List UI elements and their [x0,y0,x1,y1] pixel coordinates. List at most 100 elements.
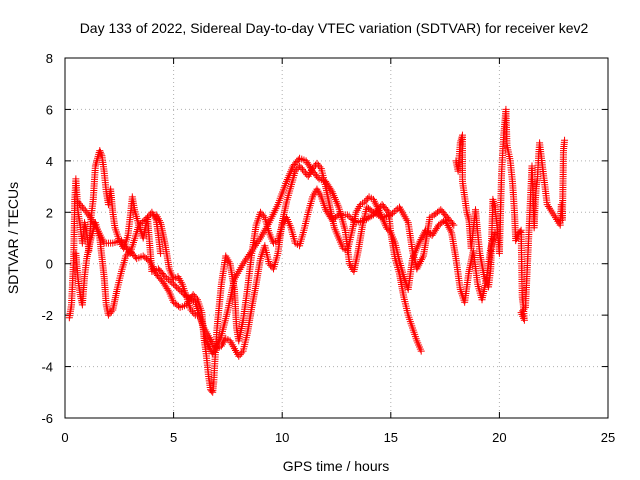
data-point [345,212,353,220]
data-point [385,227,393,235]
data-point [314,161,322,169]
data-point [186,294,194,302]
data-point [135,221,143,229]
data-point [362,196,370,204]
y-axis-title: SDTVAR / TECUs [5,182,21,294]
data-point [516,228,524,236]
data-point [265,260,273,268]
data-point [78,203,86,211]
data-point [182,292,190,300]
data-point [517,309,525,317]
data-point [188,308,196,316]
data-point [104,311,112,319]
data-points [65,105,569,396]
data-point [164,276,172,284]
data-point [316,163,324,171]
data-point [387,211,395,219]
series-trace-d [74,154,458,358]
data-point [296,162,304,170]
data-point [161,273,169,281]
y-tick-label: -2 [41,308,53,323]
data-point [392,206,400,214]
y-tick-label: -6 [41,411,53,426]
data-point [383,207,391,215]
data-point [184,293,192,301]
data-point [313,159,321,167]
data-point [384,225,392,233]
data-point [238,349,246,357]
x-tick-label: 20 [492,430,506,445]
x-tick-label: 15 [384,430,398,445]
data-point [140,217,148,225]
data-point [361,198,369,206]
data-point [450,221,458,229]
data-point [170,280,178,288]
y-tick-label: -4 [41,360,53,375]
data-point [298,165,306,173]
x-tick-label: 10 [275,430,289,445]
y-tick-label: 4 [46,154,53,169]
data-point [520,305,528,313]
data-point [174,285,182,293]
data-point [74,198,82,206]
series-trace-c [152,159,499,360]
data-point [173,283,181,291]
data-point [106,309,114,317]
data-point [77,201,85,209]
data-point [176,286,184,294]
data-point [189,291,197,299]
data-point [166,277,174,285]
x-tick-label: 0 [61,430,68,445]
data-point [267,261,275,269]
data-point [300,167,308,175]
data-point [259,212,267,220]
x-tick-label: 5 [170,430,177,445]
data-point [464,212,472,220]
data-point [417,347,425,355]
data-point [137,220,145,228]
data-point [389,209,397,217]
data-point [256,208,264,216]
x-axis-title: GPS time / hours [283,458,390,474]
chart-title: Day 133 of 2022, Sidereal Day-to-day VTE… [80,20,589,36]
data-point [561,136,569,144]
data-point [519,307,527,315]
data-point [168,279,176,287]
data-point [390,208,398,216]
y-tick-label: 6 [46,102,53,117]
tick-labels: 0 5 10 15 20 25 -6 -4 -2 0 2 4 6 8 [41,51,615,445]
data-point [177,288,185,296]
data-point [164,286,172,294]
x-tick-label: 25 [601,430,615,445]
data-point [291,167,299,175]
data-point [96,148,104,156]
data-point [190,309,198,317]
data-point [382,224,390,232]
data-point [107,308,115,316]
data-point [343,211,351,219]
data-point [258,210,266,218]
data-point [235,352,243,360]
data-point [122,252,130,260]
data-point [191,292,199,300]
data-point [92,158,100,166]
y-tick-label: 2 [46,205,53,220]
data-point [188,296,196,304]
data-point [171,282,179,290]
series-trace-e [452,105,569,324]
data-point [297,164,305,172]
data-point [157,249,165,257]
y-tick-label: 8 [46,51,53,66]
data-point [463,210,471,218]
data-point [96,147,104,155]
data-point [80,205,88,213]
series-trace-b [72,185,425,396]
data-point [187,306,195,314]
data-point [180,291,188,299]
data-point [160,271,168,279]
data-point [97,150,105,158]
data-point [75,200,83,208]
data-point [448,220,456,228]
y-tick-label: 0 [46,257,53,272]
